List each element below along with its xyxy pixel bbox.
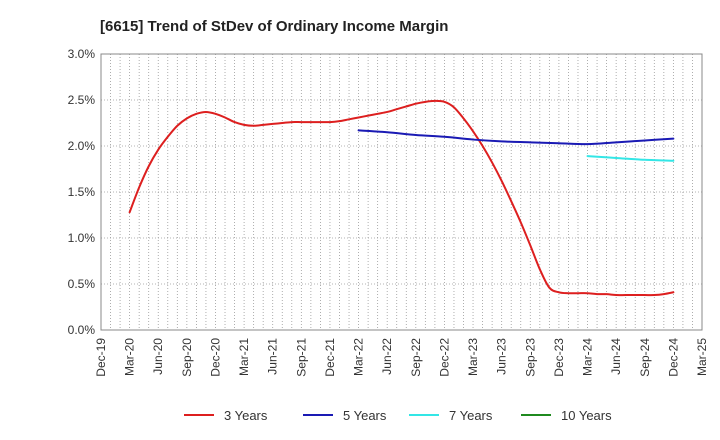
series-line-7-years bbox=[586, 155, 675, 162]
x-tick-label: Jun-20 bbox=[151, 338, 165, 375]
series-line-3-years bbox=[128, 99, 675, 297]
plot-frame bbox=[100, 53, 703, 331]
x-tick-label: Jun-21 bbox=[266, 338, 280, 375]
legend-label-5-years: 5 Years bbox=[343, 408, 387, 423]
x-tick-label: Dec-22 bbox=[437, 338, 451, 377]
y-tick-label: 0.5% bbox=[68, 277, 96, 291]
x-tick-label: Mar-25 bbox=[695, 338, 709, 376]
series-group bbox=[128, 99, 675, 297]
legend-label-3-years: 3 Years bbox=[224, 408, 268, 423]
x-tick-label: Mar-23 bbox=[466, 338, 480, 376]
x-tick-label: Sep-20 bbox=[180, 338, 194, 377]
x-axis-ticks: Dec-19 Mar-20 Jun-20 Sep-20 Dec-20 Mar-21 Jun-… bbox=[94, 338, 709, 377]
x-tick-label: Mar-21 bbox=[237, 338, 251, 376]
y-tick-label: 3.0% bbox=[68, 47, 96, 61]
x-tick-label: Sep-24 bbox=[638, 338, 652, 377]
x-tick-label: Dec-21 bbox=[323, 338, 337, 377]
legend-label-7-years: 7 Years bbox=[449, 408, 493, 423]
x-tick-label: Mar-24 bbox=[581, 338, 595, 376]
x-tick-label: Dec-24 bbox=[666, 338, 680, 377]
x-tick-label: Dec-23 bbox=[552, 338, 566, 377]
legend: 3 Years 5 Years 7 Years 10 Years bbox=[184, 408, 612, 423]
legend-label-10-years: 10 Years bbox=[561, 408, 612, 423]
y-tick-label: 1.0% bbox=[68, 231, 96, 245]
y-tick-label: 0.0% bbox=[68, 323, 96, 337]
x-tick-label: Jun-24 bbox=[609, 338, 623, 375]
series-line-5-years bbox=[357, 129, 675, 146]
x-tick-label: Dec-19 bbox=[94, 338, 108, 377]
y-tick-label: 2.5% bbox=[68, 93, 96, 107]
x-tick-label: Dec-20 bbox=[208, 338, 222, 377]
x-tick-label: Sep-22 bbox=[409, 338, 423, 377]
x-tick-label: Jun-23 bbox=[495, 338, 509, 375]
x-tick-label: Jun-22 bbox=[380, 338, 394, 375]
y-tick-label: 1.5% bbox=[68, 185, 96, 199]
x-tick-label: Mar-20 bbox=[123, 338, 137, 376]
x-tick-label: Sep-23 bbox=[523, 338, 537, 377]
y-tick-label: 2.0% bbox=[68, 139, 96, 153]
y-axis-ticks: 0.0% 0.5% 1.0% 1.5% 2.0% 2.5% 3.0% bbox=[68, 47, 96, 337]
x-tick-label: Mar-22 bbox=[352, 338, 366, 376]
x-tick-label: Sep-21 bbox=[294, 338, 308, 377]
grid bbox=[101, 54, 702, 330]
chart-title: [6615] Trend of StDev of Ordinary Income… bbox=[100, 18, 448, 35]
